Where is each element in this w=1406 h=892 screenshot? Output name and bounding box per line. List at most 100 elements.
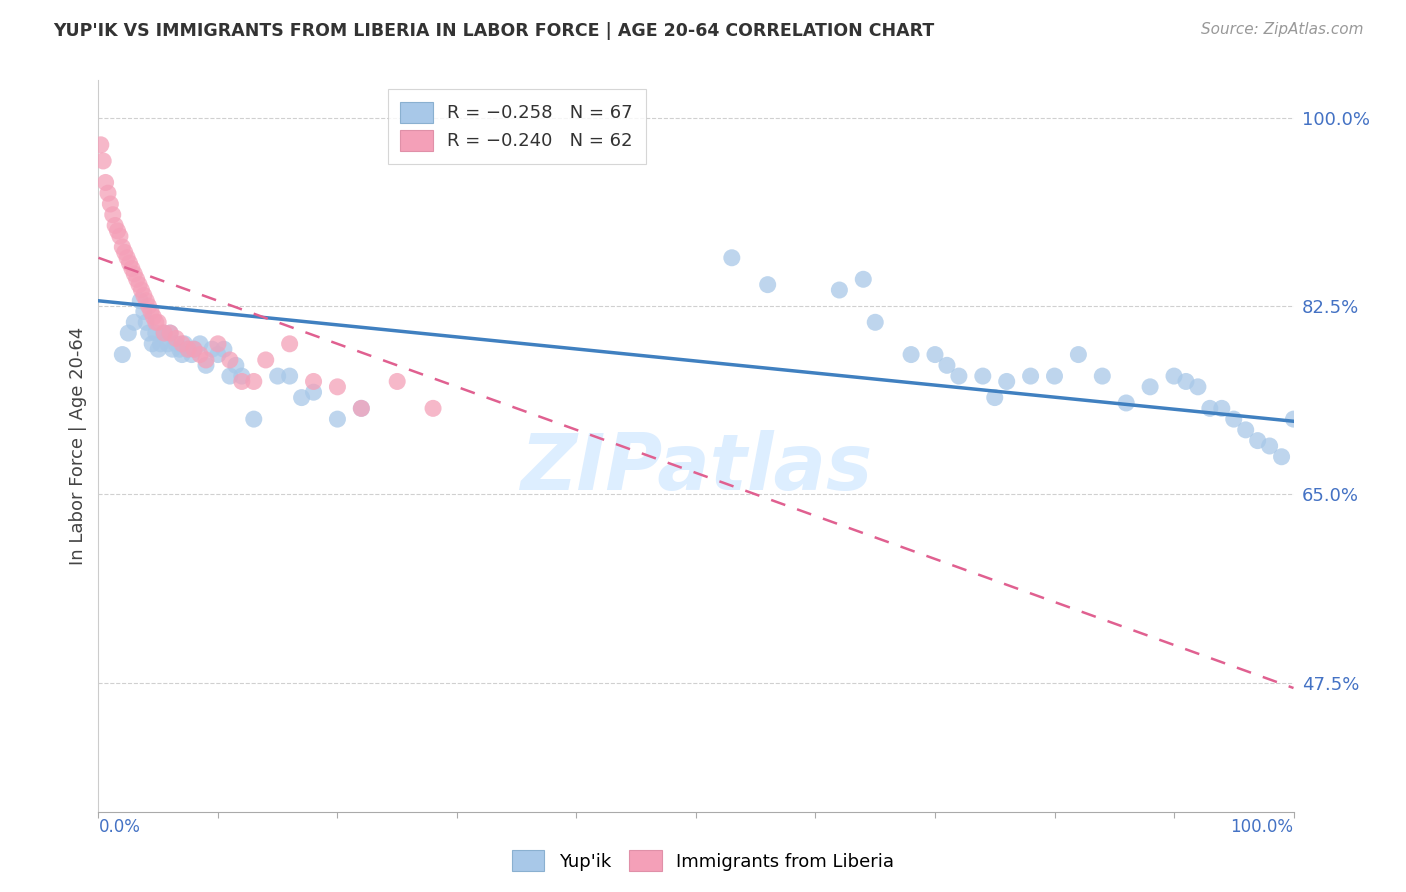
Point — [828, 283, 851, 297]
Point — [141, 336, 163, 351]
Point — [107, 224, 129, 238]
Point — [162, 342, 184, 356]
Text: 0.0%: 0.0% — [98, 818, 141, 836]
Point — [159, 326, 181, 340]
Point — [139, 304, 162, 318]
Point — [422, 401, 444, 416]
Point — [90, 137, 112, 152]
Point — [900, 347, 922, 362]
Point — [231, 375, 253, 389]
Point — [1247, 434, 1270, 448]
Point — [98, 197, 122, 211]
Point — [132, 288, 155, 302]
Point — [91, 153, 114, 168]
Point — [1234, 423, 1257, 437]
Legend: Yup'ik, Immigrants from Liberia: Yup'ik, Immigrants from Liberia — [505, 843, 901, 879]
Point — [1258, 439, 1281, 453]
Point — [350, 401, 373, 416]
Point — [326, 412, 349, 426]
Point — [721, 251, 744, 265]
Point — [180, 347, 202, 362]
Point — [94, 176, 117, 190]
Point — [1163, 369, 1185, 384]
Point — [385, 375, 409, 389]
Point — [108, 229, 131, 244]
Point — [145, 326, 167, 340]
Point — [201, 342, 224, 356]
Point — [132, 304, 155, 318]
Point — [169, 342, 191, 356]
Point — [972, 369, 994, 384]
Point — [1282, 412, 1305, 426]
Point — [148, 342, 170, 356]
Point — [125, 272, 148, 286]
Point — [124, 315, 146, 329]
Point — [118, 256, 141, 270]
Point — [153, 326, 176, 340]
Point — [225, 359, 247, 373]
Point — [1091, 369, 1114, 384]
Point — [302, 385, 325, 400]
Point — [172, 347, 194, 362]
Point — [131, 283, 153, 297]
Point — [1019, 369, 1042, 384]
Point — [207, 336, 229, 351]
Point — [1271, 450, 1294, 464]
Point — [135, 315, 157, 329]
Point — [138, 299, 160, 313]
Point — [183, 342, 205, 356]
Point — [115, 251, 138, 265]
Point — [172, 336, 194, 351]
Point — [291, 391, 314, 405]
Point — [1175, 375, 1198, 389]
Point — [128, 277, 150, 292]
Point — [129, 293, 152, 308]
Point — [267, 369, 290, 384]
Text: ZIPatlas: ZIPatlas — [520, 430, 872, 506]
Point — [153, 326, 176, 340]
Point — [97, 186, 120, 201]
Point — [145, 315, 167, 329]
Point — [219, 369, 242, 384]
Point — [1211, 401, 1233, 416]
Point — [231, 369, 253, 384]
Point — [936, 359, 959, 373]
Point — [188, 336, 211, 351]
Point — [243, 412, 266, 426]
Point — [111, 347, 134, 362]
Point — [1139, 380, 1161, 394]
Point — [165, 336, 187, 351]
Point — [302, 375, 325, 389]
Point — [142, 310, 165, 324]
Point — [114, 245, 136, 260]
Point — [195, 353, 218, 368]
Point — [865, 315, 887, 329]
Point — [1043, 369, 1066, 384]
Point — [219, 353, 242, 368]
Point — [207, 347, 229, 362]
Point — [188, 347, 211, 362]
Point — [148, 315, 170, 329]
Point — [948, 369, 970, 384]
Point — [924, 347, 946, 362]
Text: Source: ZipAtlas.com: Source: ZipAtlas.com — [1201, 22, 1364, 37]
Text: YUP'IK VS IMMIGRANTS FROM LIBERIA IN LABOR FORCE | AGE 20-64 CORRELATION CHART: YUP'IK VS IMMIGRANTS FROM LIBERIA IN LAB… — [53, 22, 935, 40]
Point — [1187, 380, 1209, 394]
Point — [254, 353, 277, 368]
Point — [1067, 347, 1090, 362]
Point — [1115, 396, 1137, 410]
Point — [135, 293, 157, 308]
Point — [111, 240, 134, 254]
Point — [177, 342, 200, 356]
Point — [984, 391, 1007, 405]
Point — [165, 331, 187, 345]
Y-axis label: In Labor Force | Age 20-64: In Labor Force | Age 20-64 — [69, 326, 87, 566]
Point — [159, 326, 181, 340]
Point — [995, 375, 1018, 389]
Legend: R = −0.258   N = 67, R = −0.240   N = 62: R = −0.258 N = 67, R = −0.240 N = 62 — [388, 89, 645, 163]
Point — [117, 326, 139, 340]
Point — [156, 336, 179, 351]
Point — [326, 380, 349, 394]
Point — [243, 375, 266, 389]
Point — [183, 342, 205, 356]
